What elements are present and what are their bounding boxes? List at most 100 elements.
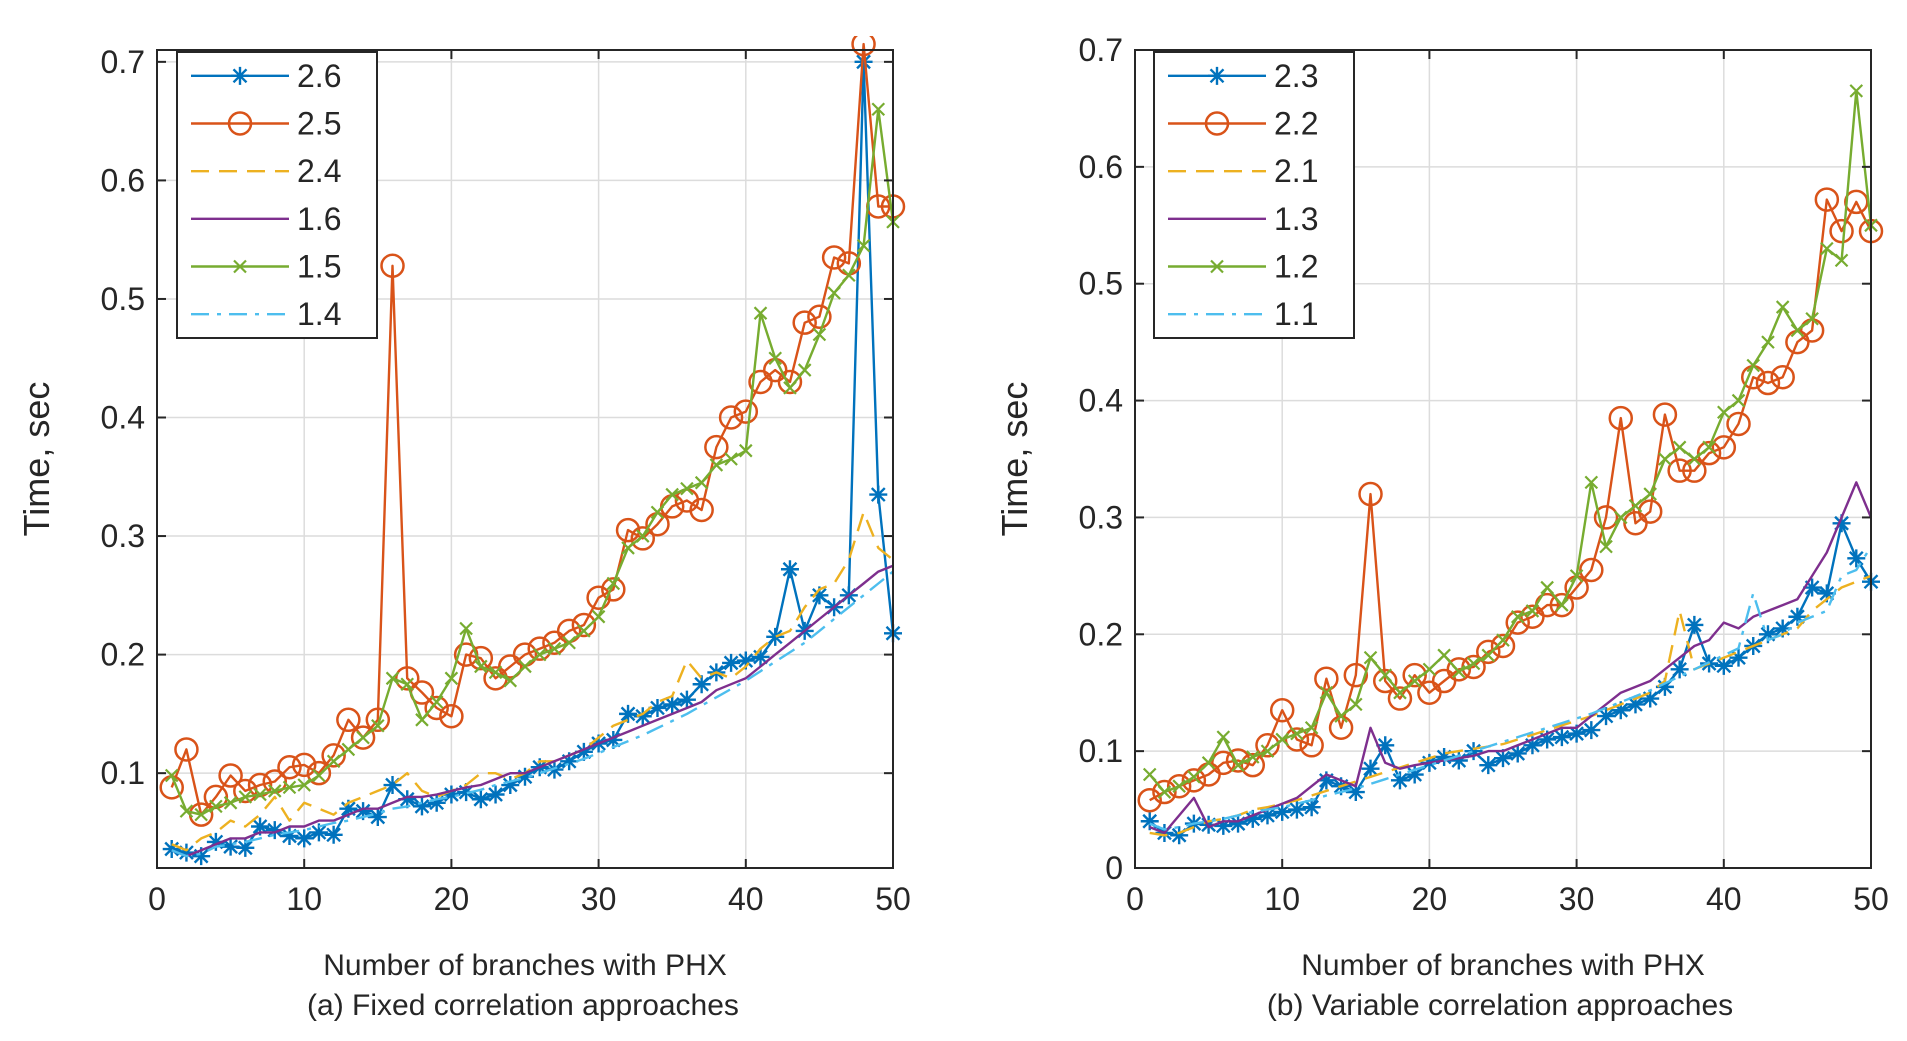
legend-marker [233, 259, 247, 274]
data-point-2.6 [663, 695, 682, 714]
data-point-2.2 [1608, 405, 1634, 431]
y-tick-label: 0.5 [101, 281, 145, 317]
data-point-1.5 [532, 647, 547, 662]
data-point-1.2 [1510, 609, 1525, 624]
series-line-2.2 [1149, 198, 1873, 802]
data-point-1.2 [1172, 779, 1186, 793]
data-point-2.6 [442, 785, 461, 804]
data-point-2.5 [218, 763, 243, 788]
data-point-2.6 [780, 560, 799, 579]
data-point-1.5 [164, 768, 179, 783]
data-point-1.5 [694, 475, 709, 490]
data-point-2.6 [501, 776, 520, 795]
series-line-1.1 [1149, 545, 1873, 831]
y-tick-label: 0.1 [101, 755, 145, 791]
data-point-2.3 [1449, 751, 1468, 770]
data-point-2.3 [1361, 759, 1380, 778]
data-point-1.2 [1820, 241, 1834, 256]
y-axis: 0 0.1 0.2 0.3 0.4 0.5 0.6 0.7 [1079, 32, 1871, 886]
data-point-1.2 [1555, 598, 1569, 612]
data-point-1.5 [797, 363, 812, 377]
data-point-2.6 [471, 790, 490, 809]
data-point-2.3 [1567, 724, 1586, 743]
data-point-2.5 [277, 754, 302, 780]
data-point-2.5 [527, 636, 552, 661]
data-point-2.3 [1626, 695, 1645, 714]
y-tick-label: 0.7 [1079, 32, 1123, 68]
x-tick-label: 50 [875, 881, 911, 917]
data-point-2.3 [1258, 806, 1277, 825]
y-tick-label: 0 [1105, 850, 1123, 886]
data-point-1.5 [812, 327, 827, 342]
data-point-1.5 [577, 624, 591, 638]
data-point-2.5 [380, 253, 405, 279]
data-point-1.5 [753, 306, 768, 320]
y-tick-label: 0.6 [1079, 149, 1123, 185]
legend-entry-1.4: 1.4 [191, 296, 341, 332]
data-point-2.6 [236, 838, 255, 857]
legend-entry-1.1: 1.1 [1168, 296, 1318, 332]
data-point-1.5 [856, 238, 871, 253]
data-point-2.2 [1549, 592, 1575, 618]
data-point-1.5 [635, 529, 650, 543]
series-line-1.5 [170, 108, 895, 816]
data-point-2.2 [1314, 666, 1339, 691]
series-line-2.1 [1149, 574, 1872, 837]
data-point-2.5 [851, 36, 876, 57]
data-point-1.2 [1540, 580, 1554, 595]
data-point-1.2 [1761, 335, 1775, 349]
legend-entry-2.5: 2.5 [191, 106, 341, 142]
data-point-2.6 [383, 776, 402, 795]
data-point-1.2 [1187, 770, 1201, 784]
data-point-2.3 [1287, 800, 1306, 819]
data-point-2.3 [1832, 514, 1851, 533]
data-point-1.2 [1275, 732, 1289, 747]
data-point-2.2 [1667, 458, 1692, 483]
data-point-1.5 [459, 621, 473, 636]
data-point-1.2 [1584, 475, 1599, 490]
x-tick-label: 30 [1559, 881, 1595, 917]
data-point-2.2 [1829, 218, 1854, 244]
x-tick-label: 40 [728, 881, 764, 917]
legend-marker [1204, 111, 1230, 136]
data-point-1.2 [1599, 539, 1613, 554]
data-point-2.6 [810, 586, 829, 605]
data-point-2.6 [766, 627, 785, 646]
legend-entry-2.3: 2.3 [1168, 58, 1318, 94]
data-point-2.5 [394, 666, 420, 691]
legend-label: 2.2 [1274, 106, 1318, 142]
data-point-2.6 [251, 817, 270, 836]
data-point-1.2 [1393, 685, 1407, 700]
data-point-2.2 [1446, 657, 1472, 682]
legend-entry-2.2: 2.2 [1168, 106, 1318, 142]
data-point-2.3 [1685, 615, 1704, 634]
x-tick-label: 40 [1706, 881, 1742, 917]
data-point-2.6 [869, 485, 888, 504]
data-point-2.6 [692, 675, 711, 694]
data-point-2.6 [736, 651, 755, 670]
data-point-2.2 [1387, 686, 1413, 711]
data-point-2.2 [1166, 773, 1192, 799]
data-point-1.2 [1643, 487, 1657, 501]
data-point-2.3 [1376, 736, 1395, 755]
data-point-2.6 [192, 847, 211, 866]
data-point-1.5 [547, 641, 562, 656]
data-point-2.5 [424, 695, 449, 721]
data-point-1.2 [1628, 498, 1643, 513]
data-point-1.5 [783, 381, 797, 395]
data-point-2.2 [1137, 787, 1162, 813]
series-1.1 [1149, 545, 1873, 831]
data-point-1.2 [1142, 767, 1157, 782]
data-point-2.2 [1431, 668, 1457, 694]
data-point-1.2 [1805, 311, 1819, 326]
data-point-1.5 [253, 787, 267, 802]
data-point-1.5 [209, 799, 223, 814]
data-point-1.5 [429, 695, 444, 709]
data-point-1.2 [1790, 323, 1805, 338]
y-tick-label: 0.2 [101, 637, 145, 673]
data-point-2.3 [1302, 798, 1321, 817]
data-point-2.2 [1696, 440, 1722, 466]
data-point-2.2 [1520, 604, 1545, 630]
data-point-1.2 [1746, 358, 1761, 373]
